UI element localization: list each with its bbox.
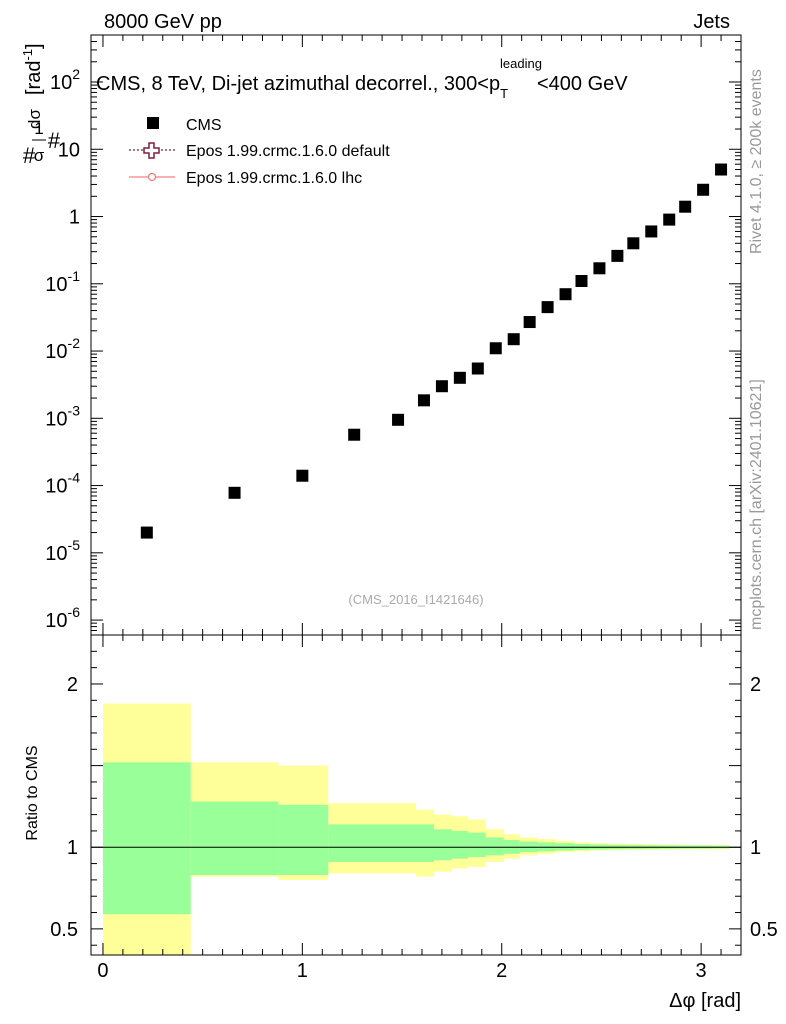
- main-y-tick-label: 10-6: [45, 604, 80, 632]
- cms-data-point: [523, 316, 536, 329]
- x-axis-label: Δφ [rad]: [669, 990, 741, 1012]
- y-label-num-right: dσ: [25, 109, 44, 129]
- cms-data-points: [140, 163, 728, 539]
- main-y-tick-label: 102: [50, 66, 80, 94]
- cms-data-point: [611, 249, 624, 262]
- legend: CMS Epos 1.99.crmc.1.6.0 default Epos 1.…: [129, 117, 390, 187]
- x-tick-label: 2: [496, 960, 507, 982]
- cms-data-point: [435, 380, 448, 393]
- ratio-axis-ticks: [91, 635, 742, 955]
- x-tick-label: 0: [97, 960, 108, 982]
- y-label-den-left: σ: [34, 146, 45, 165]
- chart-title: CMS, 8 TeV, Di-jet azimuthal decorrel., …: [96, 56, 628, 101]
- legend-label-epos-lhc: Epos 1.99.crmc.1.6.0 lhc: [186, 170, 362, 187]
- y-label-unit: [rad-1]: [20, 43, 45, 95]
- cms-data-point: [471, 362, 484, 375]
- cms-data-point: [697, 183, 710, 196]
- cms-data-point: [559, 288, 572, 301]
- cms-data-point: [453, 371, 466, 384]
- ratio-band-bin: [485, 837, 504, 856]
- ratio-band-bin: [416, 824, 434, 862]
- main-y-tick-label: 1: [69, 207, 80, 229]
- y-label-num-left: 1: [34, 119, 43, 138]
- y-label-hash-right: #: [48, 128, 61, 153]
- ratio-band-bin: [433, 829, 452, 861]
- y-label-hash-left: #: [23, 143, 36, 168]
- ratio-band-bin: [451, 830, 468, 859]
- ratio-bands: [102, 703, 730, 955]
- legend-marker-epos-lhc: [147, 172, 157, 182]
- rivet-label: Rivet 4.1.0, ≥ 200k events: [748, 69, 765, 254]
- ratio-band-bin: [467, 832, 486, 858]
- cms-data-point: [392, 413, 405, 426]
- header-right: Jets: [693, 11, 730, 33]
- ratio-y-tick-label: 2: [67, 674, 78, 696]
- ratio-band-bin: [102, 762, 191, 915]
- legend-label-epos-default: Epos 1.99.crmc.1.6.0 default: [186, 143, 390, 160]
- ratio-y-label: Ratio to CMS: [24, 745, 41, 840]
- main-y-tick-label: 10-4: [45, 470, 80, 498]
- cms-data-point: [679, 200, 692, 213]
- main-y-tick-label: 10-1: [45, 268, 80, 296]
- ratio-y-tick-label-right: 0.5: [750, 919, 778, 941]
- ratio-band-bin: [278, 804, 329, 875]
- cms-data-point: [715, 163, 728, 176]
- cms-data-point: [417, 394, 430, 407]
- ratio-band-bin: [328, 824, 416, 862]
- legend-marker-cms: [147, 117, 159, 129]
- legend-marker-epos-default: [143, 142, 160, 159]
- cms-data-point: [645, 225, 658, 238]
- cms-data-point: [593, 262, 606, 275]
- main-y-tick-label: 10: [58, 139, 80, 161]
- main-y-axis-label: # 1 σ # dσ [rad-1]: [20, 43, 61, 168]
- legend-label-cms: CMS: [186, 117, 222, 134]
- cms-data-point: [489, 342, 502, 355]
- header-left: 8000 GeV pp: [104, 11, 222, 33]
- ratio-y-tick-label: 0.5: [50, 919, 78, 941]
- cms-data-point: [296, 469, 309, 482]
- cms-data-point: [228, 486, 241, 499]
- main-y-tick-label: 10-5: [45, 537, 80, 565]
- ratio-y-tick-label-right: 1: [750, 837, 761, 859]
- cms-data-point: [541, 301, 554, 314]
- main-panel: 10-6 10-5 10-4 10-3 10-2 10-1 1 10 102 CMS, 8 Te…: [20, 34, 742, 636]
- x-tick-label: 3: [696, 960, 707, 982]
- cms-data-point: [627, 237, 640, 250]
- ratio-frame: [90, 634, 742, 956]
- mcplots-label: mcplots.cern.ch [arXiv:2401.10621]: [748, 379, 765, 630]
- cms-data-point: [507, 333, 520, 346]
- ratio-tick-labels: 0.5 0.5 1 1 2 2 0 1 2 3: [50, 674, 778, 982]
- main-y-tick-label: 10-3: [45, 402, 80, 430]
- ratio-y-tick-label: 1: [67, 837, 78, 859]
- cms-data-point: [663, 213, 676, 226]
- cms-data-point: [575, 275, 588, 288]
- ratio-band-bin: [190, 801, 279, 875]
- ratio-y-tick-label-right: 2: [750, 674, 761, 696]
- ratio-panel: 0.5 0.5 1 1 2 2 0 1 2 3 Ratio to CMS Δφ [rad]: [24, 634, 778, 1012]
- main-axis-ticks: [91, 34, 742, 636]
- main-y-tick-label: 10-2: [45, 335, 80, 363]
- analysis-id: (CMS_2016_I1421646): [348, 592, 483, 607]
- cms-data-point: [140, 526, 153, 539]
- main-y-tick-labels: 10-6 10-5 10-4 10-3 10-2 10-1 1 10 102: [45, 66, 80, 632]
- x-tick-label: 1: [297, 960, 308, 982]
- cms-data-point: [348, 428, 361, 441]
